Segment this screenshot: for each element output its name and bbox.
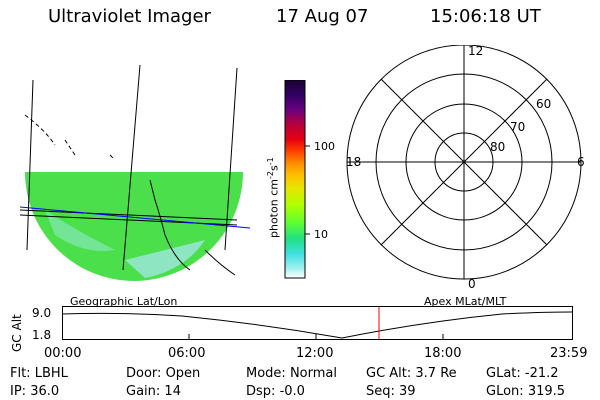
- polar-panel-label: Apex MLat/MLT: [424, 295, 507, 308]
- longitude-line: [122, 64, 141, 271]
- status-filter: Flt: LBHL: [10, 366, 68, 381]
- status-mode: Mode: Normal: [246, 366, 337, 381]
- colorbar-gradient: [284, 80, 306, 279]
- colorbar-tick-100: 100: [314, 140, 335, 153]
- status-glon: GLon: 319.5: [486, 384, 566, 399]
- lat-label-70: 70: [510, 120, 526, 134]
- magnetic-equator: [19, 206, 251, 229]
- longitude-line: [224, 67, 238, 251]
- low-intensity-patch: [45, 210, 115, 251]
- altitude-ylabel: GC Alt: [10, 314, 24, 352]
- status-dsp: Dsp: -0.0: [246, 384, 305, 399]
- mlt-label-0: 0: [468, 277, 476, 291]
- altitude-curve: [62, 311, 573, 339]
- latitude-line: [19, 209, 238, 221]
- status-ip: IP: 36.0: [10, 384, 60, 399]
- altitude-plot-frame: [62, 306, 573, 340]
- lat-label-60: 60: [536, 97, 552, 111]
- colorbar-unit-label: photon cm-2s-1: [266, 157, 281, 238]
- altitude-xtick: 06:00: [168, 346, 206, 361]
- colorbar-tick-10: 10: [314, 228, 328, 241]
- altitude-xtick: 18:00: [424, 346, 462, 361]
- instrument-title: Ultraviolet Imager: [48, 6, 211, 27]
- altitude-xtick: 12:00: [296, 346, 334, 361]
- altitude-xtick: 00:00: [44, 346, 82, 361]
- low-intensity-patch: [125, 240, 205, 278]
- mlt-label-12: 12: [468, 44, 484, 58]
- observation-time: 15:06:18 UT: [430, 6, 541, 27]
- status-gain: Gain: 14: [126, 384, 181, 399]
- lat-label-80: 80: [490, 140, 506, 154]
- polar-mlat-mlt-plot: [346, 45, 582, 280]
- observation-date: 17 Aug 07: [276, 6, 369, 27]
- longitude-line: [26, 79, 34, 251]
- coastline: [24, 114, 116, 161]
- mlt-label-6: 6: [577, 155, 585, 169]
- mlt-diagonal: [380, 78, 548, 246]
- geographic-map: [19, 64, 251, 281]
- intensity-colorbar: [284, 80, 310, 279]
- status-seq: Seq: 39: [366, 384, 416, 399]
- status-door: Door: Open: [126, 366, 201, 381]
- status-gc-alt: GC Alt: 3.7 Re: [366, 366, 457, 381]
- altitude-ytick-top: 9.0: [32, 306, 52, 320]
- mlt-label-18: 18: [346, 155, 362, 169]
- coastline: [149, 179, 236, 276]
- altitude-xtick: 23:59: [550, 346, 588, 361]
- altitude-plot: [62, 306, 573, 340]
- geo-panel-label: Geographic Lat/Lon: [70, 295, 178, 308]
- altitude-ytick-bottom: 1.8: [32, 328, 52, 342]
- status-glat: GLat: -21.2: [486, 366, 559, 381]
